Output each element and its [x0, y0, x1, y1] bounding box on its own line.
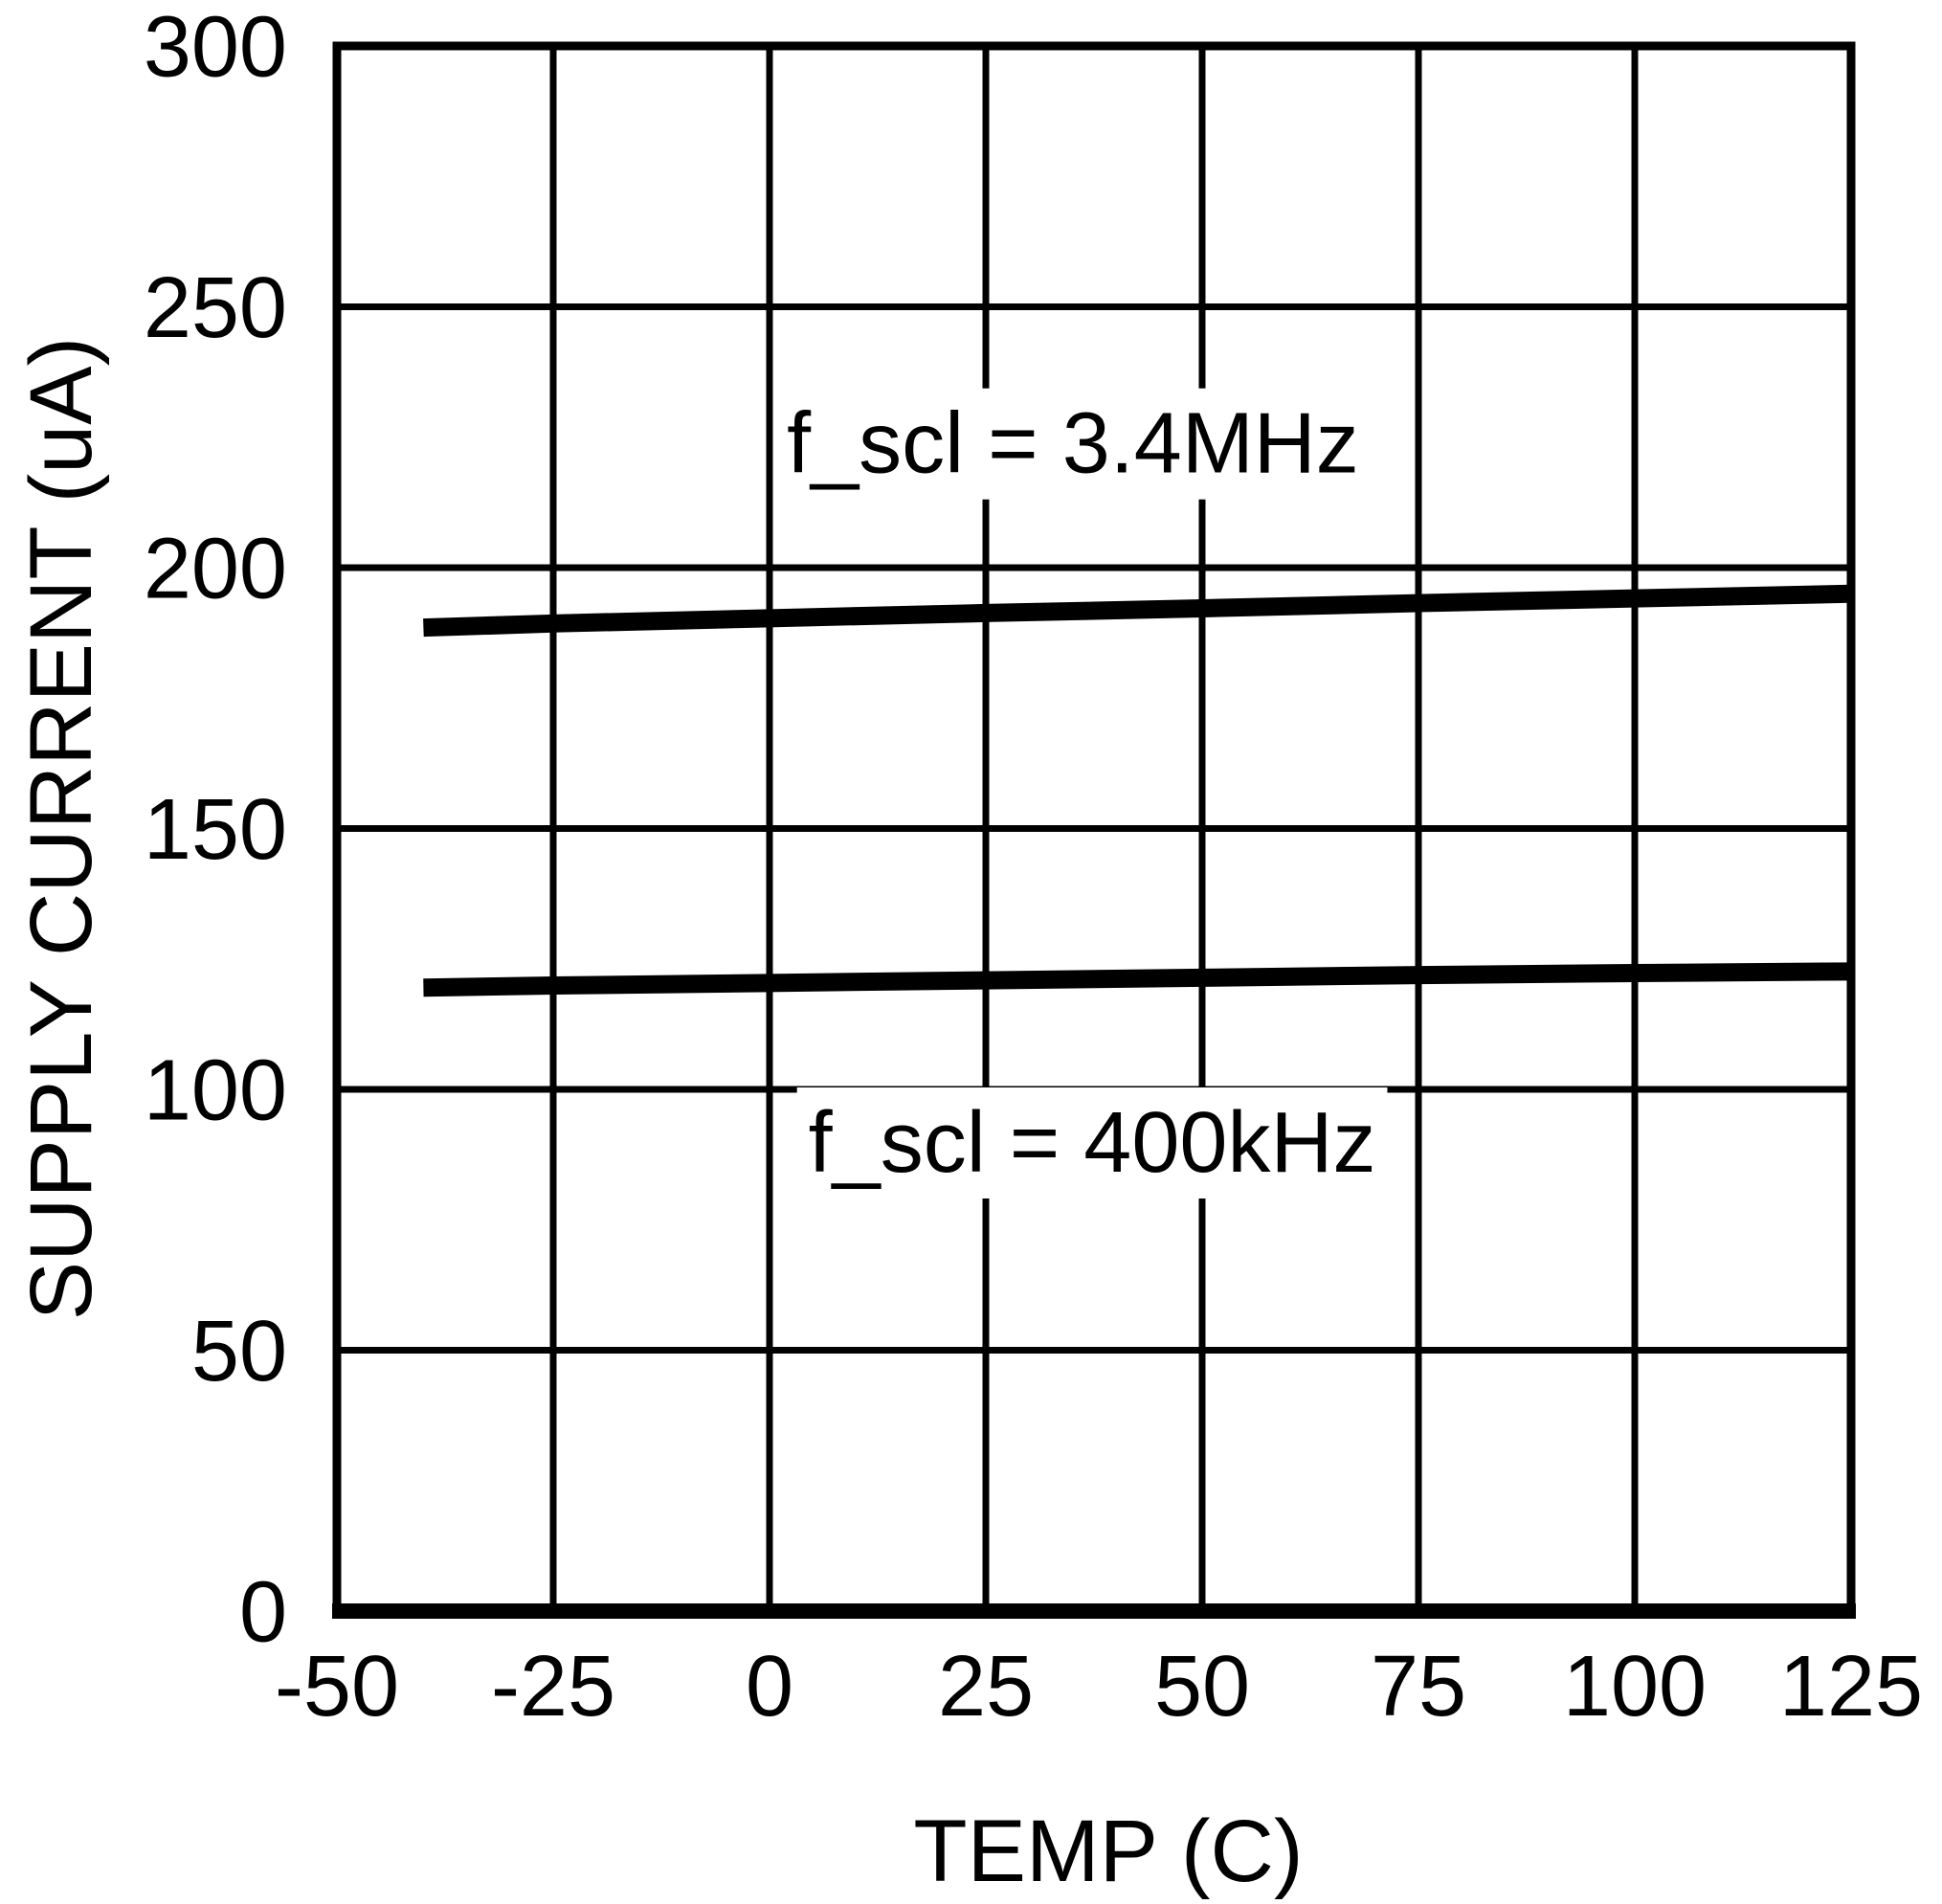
- x-tick-label: -50: [275, 1639, 399, 1735]
- y-tick-label: 200: [144, 522, 287, 617]
- y-axis-title: SUPPLY CURRENT (uA): [12, 337, 110, 1321]
- y-tick-label: 0: [239, 1565, 287, 1661]
- x-tick-label: 125: [1779, 1639, 1923, 1735]
- x-tick-label: 100: [1563, 1639, 1707, 1735]
- series-line: [423, 584, 1852, 638]
- y-tick-label: 50: [191, 1304, 287, 1400]
- series-annotation-bbox: [775, 388, 1371, 500]
- series-annotation-label: f_scl = 3.4MHz: [787, 396, 1359, 492]
- y-tick-label: 150: [144, 782, 287, 878]
- y-tick-label: 250: [144, 260, 287, 356]
- y-tick-label: 100: [144, 1043, 287, 1139]
- series-annotation-bbox: [796, 1087, 1388, 1198]
- x-tick-label: 25: [938, 1639, 1034, 1735]
- x-tick-label: 75: [1371, 1639, 1466, 1735]
- x-axis-title: TEMP (C): [913, 1803, 1303, 1900]
- x-tick-label: -25: [491, 1639, 615, 1735]
- series-line: [423, 962, 1852, 997]
- y-tick-label: 300: [144, 0, 287, 96]
- x-tick-label: 0: [746, 1639, 793, 1735]
- x-tick-label: 50: [1154, 1639, 1250, 1735]
- series-annotation-label: f_scl = 400kHz: [809, 1095, 1376, 1191]
